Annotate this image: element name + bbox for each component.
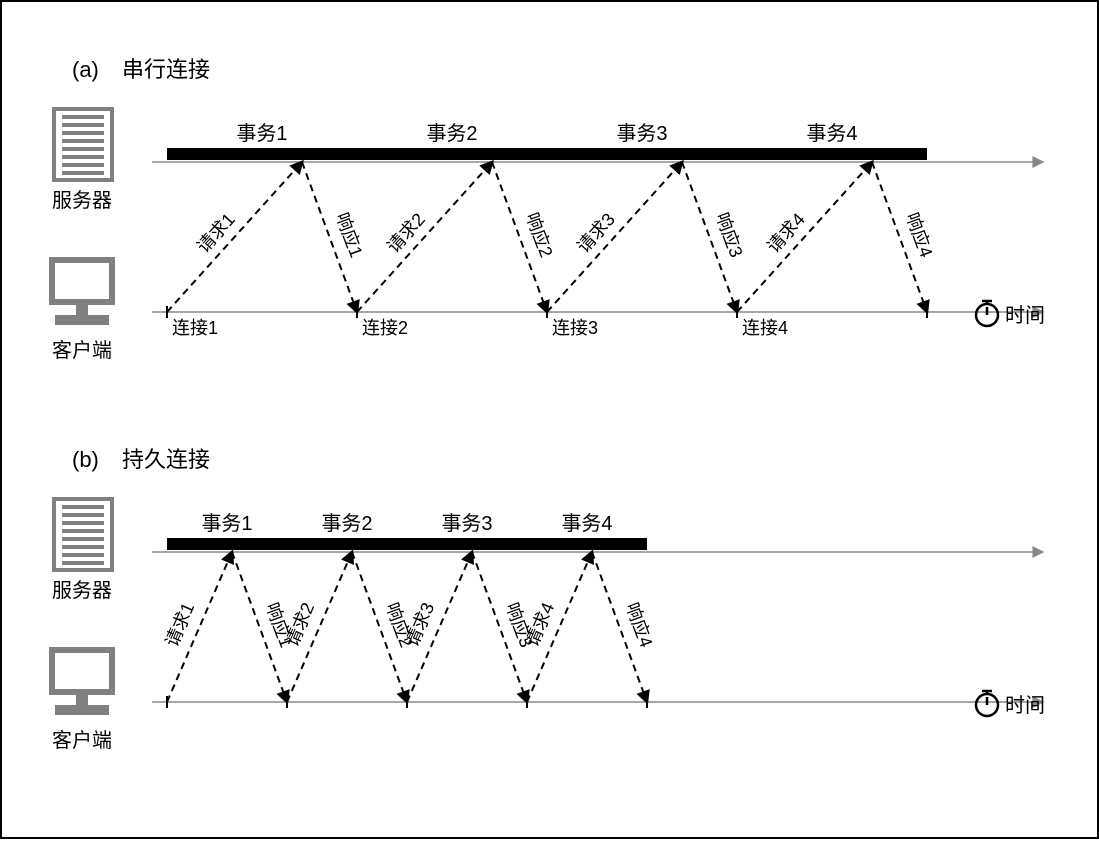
request-line xyxy=(167,162,302,312)
conn-label: 连接2 xyxy=(362,318,408,338)
client-icon xyxy=(49,647,115,715)
req-label: 请求4 xyxy=(763,209,809,257)
txn-bar xyxy=(287,538,407,550)
resp-label: 响应1 xyxy=(332,210,367,260)
request-line xyxy=(357,162,492,312)
txn-label: 事务1 xyxy=(201,512,252,535)
clock-icon xyxy=(976,301,998,326)
server-icon xyxy=(52,497,114,572)
resp-label: 响应4 xyxy=(622,600,657,650)
panel-tag: (b) xyxy=(72,447,99,472)
req-label: 请求1 xyxy=(193,209,239,257)
diagram-svg: (a)串行连接服务器客户端时间连接1事务1请求1响应1连接2事务2请求2响应2连… xyxy=(2,2,1099,841)
txn-bar xyxy=(167,148,357,160)
resp-label: 响应4 xyxy=(902,210,937,260)
request-line xyxy=(547,162,682,312)
txn-label: 事务3 xyxy=(616,122,667,145)
conn-label: 连接4 xyxy=(742,318,788,338)
time-label: 时间 xyxy=(1005,304,1045,327)
req-label: 请求3 xyxy=(573,209,619,257)
resp-label: 响应2 xyxy=(522,210,557,260)
txn-bar xyxy=(357,148,547,160)
panel-title: 串行连接 xyxy=(122,57,210,82)
server-label: 服务器 xyxy=(52,189,112,212)
client-icon xyxy=(49,257,115,325)
conn-label: 连接3 xyxy=(552,318,598,338)
conn-label: 连接1 xyxy=(172,318,218,338)
txn-label: 事务3 xyxy=(441,512,492,535)
txn-label: 事务4 xyxy=(561,512,612,535)
client-label: 客户端 xyxy=(52,729,112,752)
txn-label: 事务2 xyxy=(321,512,372,535)
txn-bar xyxy=(527,538,647,550)
clock-icon xyxy=(976,691,998,716)
txn-bar xyxy=(167,538,287,550)
resp-label: 响应3 xyxy=(712,210,747,260)
txn-label: 事务4 xyxy=(806,122,857,145)
diagram-frame: (a)串行连接服务器客户端时间连接1事务1请求1响应1连接2事务2请求2响应2连… xyxy=(0,0,1099,839)
txn-label: 事务2 xyxy=(426,122,477,145)
txn-bar xyxy=(547,148,737,160)
txn-bar xyxy=(407,538,527,550)
server-label: 服务器 xyxy=(52,579,112,602)
panel-title: 持久连接 xyxy=(122,447,210,472)
server-icon xyxy=(52,107,114,182)
txn-label: 事务1 xyxy=(236,122,287,145)
req-label: 请求2 xyxy=(383,209,429,257)
txn-bar xyxy=(737,148,927,160)
client-label: 客户端 xyxy=(52,339,112,362)
request-line xyxy=(737,162,872,312)
panel-tag: (a) xyxy=(72,57,99,82)
time-label: 时间 xyxy=(1005,694,1045,717)
